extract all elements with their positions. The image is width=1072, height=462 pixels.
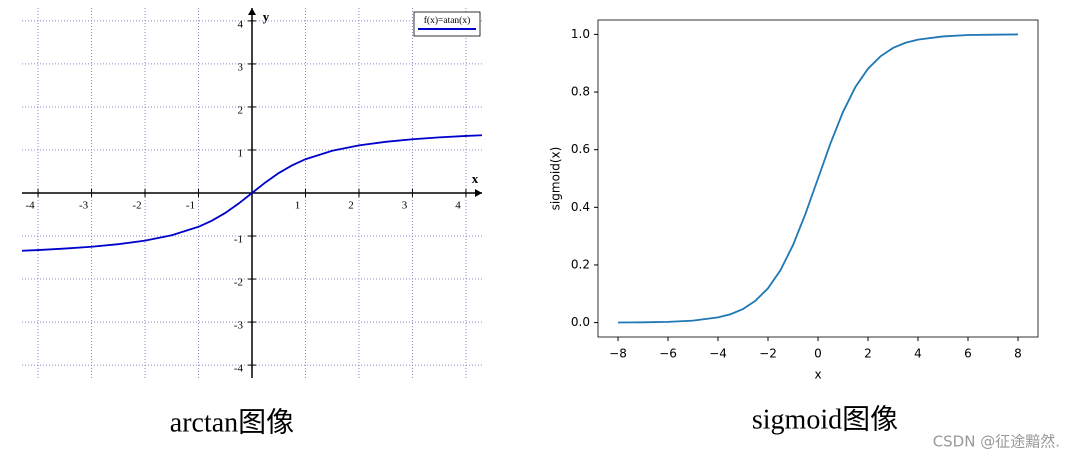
- watermark: CSDN @征途黯然.: [933, 433, 1060, 451]
- x-axis-label: x: [814, 368, 821, 382]
- legend-box: [413, 11, 481, 37]
- x-tick-label: 2: [348, 200, 354, 212]
- x-tick-label: −8: [609, 347, 627, 361]
- x-axis-label: x: [472, 171, 479, 186]
- x-tick-label: −2: [759, 347, 777, 361]
- y-axis-arrow: [248, 8, 256, 15]
- data-line: [617, 33, 1019, 324]
- y-tick-label: 1: [238, 148, 244, 160]
- y-tick-label: -1: [234, 234, 243, 246]
- y-tick-label: 0.8: [571, 85, 590, 99]
- x-tick-label: 4: [914, 347, 922, 361]
- x-tick-label: 3: [402, 200, 408, 212]
- x-tick-label: -3: [79, 200, 89, 212]
- y-tick-label: 0.0: [571, 315, 590, 329]
- data-line: [21, 134, 483, 252]
- x-tick-label: -2: [132, 200, 141, 212]
- y-tick-label: 2: [238, 104, 244, 116]
- x-tick-label: 6: [964, 347, 972, 361]
- y-tick-label: -2: [234, 277, 243, 289]
- y-tick-label: 0.2: [571, 257, 590, 271]
- x-axis-arrow: [475, 189, 482, 197]
- x-tick-label: 4: [455, 200, 461, 212]
- legend-label: f(x)=atan(x): [424, 15, 471, 26]
- y-axis-label: sigmoid(x): [549, 147, 563, 211]
- y-axis-label: y: [263, 9, 270, 24]
- y-tick-label: 4: [238, 18, 244, 30]
- y-tick-label: -4: [234, 363, 244, 375]
- x-tick-label: −4: [709, 347, 727, 361]
- caption: sigmoid图像: [752, 403, 898, 435]
- x-tick-label: -4: [25, 200, 35, 212]
- y-tick-label: 3: [238, 61, 244, 73]
- caption: arctan图像: [170, 406, 294, 438]
- x-tick-label: 0: [814, 347, 822, 361]
- x-tick-label: 1: [295, 200, 301, 212]
- x-tick-label: 2: [864, 347, 872, 361]
- x-tick-label: 8: [1014, 347, 1022, 361]
- y-tick-label: 1.0: [571, 27, 590, 41]
- x-tick-label: -1: [186, 200, 195, 212]
- x-tick-label: −6: [659, 347, 677, 361]
- y-tick-label: 0.6: [571, 142, 590, 156]
- y-tick-label: -3: [234, 320, 244, 332]
- y-tick-label: 0.4: [571, 200, 590, 214]
